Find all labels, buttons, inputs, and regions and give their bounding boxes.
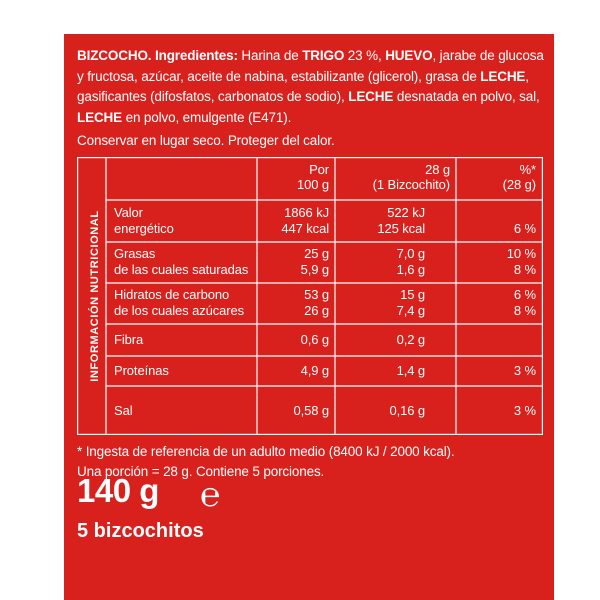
ingredients-part: , jarabe de glucosa y fructosa, azúcar, … <box>77 48 544 84</box>
value-ri: 3 % <box>513 363 536 378</box>
header-portion-line2: (1 Bizcochito) <box>372 177 450 192</box>
value-portion: 0,2 g <box>396 332 426 347</box>
label-panel: BIZCOCHO. Ingredientes: Harina de TRIGO … <box>64 34 554 600</box>
value-ri: 8 % <box>513 262 536 277</box>
value-ri: 6 % <box>513 221 536 236</box>
unit-count: 5 bizcochitos <box>77 520 204 542</box>
value-portion: 1,6 g <box>396 262 426 277</box>
value-ri: 6 % <box>513 287 536 302</box>
estimated-sign-icon: ℮ <box>200 476 221 514</box>
value-per100: 5,9 g <box>300 262 330 277</box>
row-label: Proteínas <box>114 363 169 378</box>
nutrition-side-label: INFORMACIÓN NUTRICIONAL <box>89 210 101 382</box>
header-ri-line1: %* <box>519 162 537 177</box>
allergen-milk: LECHE <box>77 109 123 125</box>
value-ri: 10 % <box>506 246 536 261</box>
ingredients-part: , gasificantes (difosfatos, carbonatos d… <box>77 68 529 105</box>
ingredients-part: desnatada en polvo, sal, <box>393 89 540 104</box>
value-per100: 53 g <box>304 287 329 302</box>
value-per100: 4,9 g <box>300 363 330 378</box>
value-portion: 125 kcal <box>377 221 425 236</box>
row-label: Grasas <box>114 246 156 261</box>
row-label: Hidratos de carbono <box>114 287 230 302</box>
allergen-wheat: TRIGO <box>302 48 345 63</box>
value-per100: 26 g <box>304 303 329 318</box>
ingredients-heading: BIZCOCHO. Ingredientes: <box>77 48 238 63</box>
header-portion-line1: 28 g <box>425 162 450 177</box>
header-per100-line2: 100 g <box>296 177 329 192</box>
allergen-milk: LECHE <box>348 89 394 104</box>
nutrition-table-grid <box>77 157 543 435</box>
allergen-egg: HUEVO <box>385 48 433 63</box>
row-label: Valor <box>114 205 143 220</box>
ingredients-part: Harina de <box>237 48 303 63</box>
value-portion: 1,4 g <box>396 363 426 378</box>
value-per100: 447 kcal <box>281 221 329 236</box>
value-per100: 0,6 g <box>300 332 330 347</box>
header-per100-line1: Por <box>309 162 329 177</box>
value-portion: 522 kJ <box>387 205 425 220</box>
value-portion: 7,4 g <box>396 303 426 318</box>
row-label: Sal <box>114 403 133 418</box>
value-ri: 8 % <box>513 303 536 318</box>
ingredients-part: en polvo, emulgente (E471). <box>122 109 292 125</box>
row-sublabel: de las cuales saturadas <box>114 262 249 277</box>
net-weight: 140 g <box>77 472 159 509</box>
footnote-portion: Una porción = 28 g. Contiene 5 porciones… <box>77 464 325 479</box>
allergen-milk: LECHE <box>480 68 526 84</box>
row-sublabel: energético <box>114 221 174 236</box>
nutrition-table: INFORMACIÓN NUTRICIONAL Por 100 g 28 g (… <box>77 157 543 435</box>
value-per100: 25 g <box>304 246 329 261</box>
value-portion: 0,16 g <box>389 403 425 418</box>
value-per100: 1866 kJ <box>284 205 329 220</box>
storage-instructions: Conservar en lugar seco. Proteger del ca… <box>77 133 335 148</box>
value-ri: 3 % <box>513 403 536 418</box>
ingredients-text: BIZCOCHO. Ingredientes: Harina de TRIGO … <box>77 46 549 128</box>
ingredients-part: 23 %, <box>344 48 386 63</box>
header-ri-line2: (28 g) <box>502 177 536 192</box>
footnote-reference-intake: * Ingesta de referencia de un adulto med… <box>77 444 455 459</box>
row-label: Fibra <box>114 332 144 347</box>
value-portion: 7,0 g <box>396 246 426 261</box>
footnote: * Ingesta de referencia de un adulto med… <box>77 442 455 482</box>
value-portion: 15 g <box>400 287 425 302</box>
value-per100: 0,58 g <box>293 403 329 418</box>
row-sublabel: de los cuales azúcares <box>114 303 245 318</box>
